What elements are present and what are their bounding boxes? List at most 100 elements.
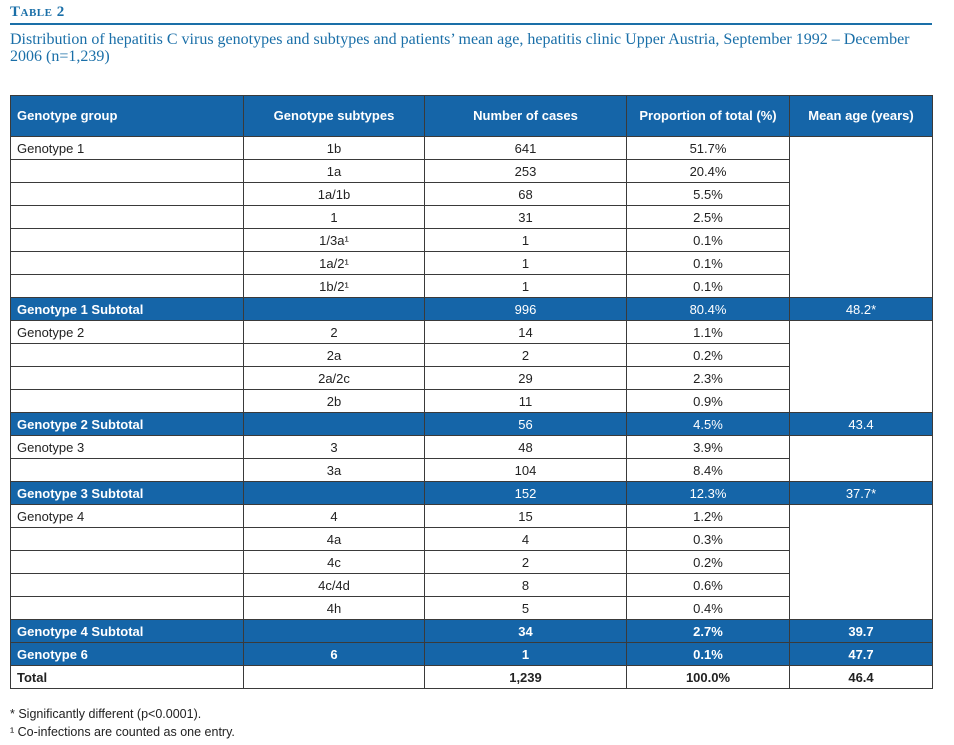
cell-prop: 51.7% bbox=[626, 136, 790, 160]
subtotal-row: Genotype 3 Subtotal 152 12.3% 37.7* bbox=[10, 481, 933, 505]
cell-subtype: 4c bbox=[243, 550, 425, 574]
cell-subtype: 4 bbox=[243, 504, 425, 528]
cell-cases: 8 bbox=[424, 573, 627, 597]
cell-cases: 641 bbox=[424, 136, 627, 160]
cell-prop: 0.9% bbox=[626, 389, 790, 413]
cell-age bbox=[789, 435, 933, 459]
table-row: 1/3a¹ 1 0.1% bbox=[10, 228, 933, 252]
cell-group: Genotype 4 Subtotal bbox=[10, 619, 244, 643]
cell-group: Genotype 6 bbox=[10, 642, 244, 666]
cell-prop: 100.0% bbox=[626, 665, 790, 689]
cell-prop: 8.4% bbox=[626, 458, 790, 482]
cell-subtype: 3 bbox=[243, 435, 425, 459]
cell-cases: 5 bbox=[424, 596, 627, 620]
table-row: 1a/2¹ 1 0.1% bbox=[10, 251, 933, 275]
cell-cases: 2 bbox=[424, 343, 627, 367]
cell-subtype: 2b bbox=[243, 389, 425, 413]
cell-subtype bbox=[243, 297, 425, 321]
cell-subtype: 1a/2¹ bbox=[243, 251, 425, 275]
cell-subtype: 1 bbox=[243, 205, 425, 229]
cell-subtype bbox=[243, 665, 425, 689]
cell-age bbox=[789, 136, 933, 160]
cell-cases: 253 bbox=[424, 159, 627, 183]
table-caption: Distribution of hepatitis C virus genoty… bbox=[10, 31, 910, 65]
cell-prop: 2.5% bbox=[626, 205, 790, 229]
header-proportion: Proportion of total (%) bbox=[626, 95, 790, 137]
cell-prop: 1.2% bbox=[626, 504, 790, 528]
table-row: 4h 5 0.4% bbox=[10, 596, 933, 620]
cell-cases: 68 bbox=[424, 182, 627, 206]
cell-subtype: 1a/1b bbox=[243, 182, 425, 206]
cell-subtype bbox=[243, 481, 425, 505]
cell-prop: 0.2% bbox=[626, 550, 790, 574]
table-row: 1b/2¹ 1 0.1% bbox=[10, 274, 933, 298]
subtotal-row: Genotype 4 Subtotal 34 2.7% 39.7 bbox=[10, 619, 933, 643]
cell-age bbox=[789, 228, 933, 252]
cell-prop: 0.1% bbox=[626, 274, 790, 298]
cell-cases: 1 bbox=[424, 251, 627, 275]
table-row: 1a/1b 68 5.5% bbox=[10, 182, 933, 206]
cell-prop: 80.4% bbox=[626, 297, 790, 321]
subtotal-row: Genotype 1 Subtotal 996 80.4% 48.2* bbox=[10, 297, 933, 321]
cell-cases: 34 bbox=[424, 619, 627, 643]
cell-prop: 2.7% bbox=[626, 619, 790, 643]
cell-subtype: 2 bbox=[243, 320, 425, 344]
header-genotype-subtypes: Genotype subtypes bbox=[243, 95, 425, 137]
cell-group bbox=[10, 182, 244, 206]
cell-group bbox=[10, 274, 244, 298]
subtotal-row: Genotype 6 6 1 0.1% 47.7 bbox=[10, 642, 933, 666]
cell-group bbox=[10, 573, 244, 597]
cell-cases: 104 bbox=[424, 458, 627, 482]
cell-group: Genotype 3 bbox=[10, 435, 244, 459]
cell-group bbox=[10, 550, 244, 574]
table-row: 4c 2 0.2% bbox=[10, 550, 933, 574]
cell-cases: 4 bbox=[424, 527, 627, 551]
cell-subtype: 1b/2¹ bbox=[243, 274, 425, 298]
table-row: 4c/4d 8 0.6% bbox=[10, 573, 933, 597]
cell-subtype: 6 bbox=[243, 642, 425, 666]
cell-cases: 14 bbox=[424, 320, 627, 344]
cell-age bbox=[789, 504, 933, 528]
header-mean-age: Mean age (years) bbox=[789, 95, 933, 137]
cell-group bbox=[10, 458, 244, 482]
cell-prop: 20.4% bbox=[626, 159, 790, 183]
cell-group bbox=[10, 251, 244, 275]
cell-group: Genotype 1 bbox=[10, 136, 244, 160]
cell-group bbox=[10, 527, 244, 551]
cell-group bbox=[10, 343, 244, 367]
cell-cases: 996 bbox=[424, 297, 627, 321]
genotype-table: Genotype group Genotype subtypes Number … bbox=[10, 95, 933, 689]
cell-cases: 29 bbox=[424, 366, 627, 390]
cell-age: 43.4 bbox=[789, 412, 933, 436]
cell-age bbox=[789, 550, 933, 574]
footnote-coinfection: ¹ Co-infections are counted as one entry… bbox=[10, 725, 235, 739]
cell-prop: 0.3% bbox=[626, 527, 790, 551]
table-row: Genotype 1 1b 641 51.7% bbox=[10, 136, 933, 160]
cell-prop: 2.3% bbox=[626, 366, 790, 390]
cell-age bbox=[789, 366, 933, 390]
cell-subtype bbox=[243, 412, 425, 436]
table-row: 2b 11 0.9% bbox=[10, 389, 933, 413]
cell-age bbox=[789, 205, 933, 229]
cell-cases: 11 bbox=[424, 389, 627, 413]
table-row: 3a 104 8.4% bbox=[10, 458, 933, 482]
cell-age bbox=[789, 596, 933, 620]
cell-subtype: 2a bbox=[243, 343, 425, 367]
cell-group bbox=[10, 389, 244, 413]
table-row: Genotype 4 4 15 1.2% bbox=[10, 504, 933, 528]
table-header-row: Genotype group Genotype subtypes Number … bbox=[10, 95, 933, 137]
cell-age: 37.7* bbox=[789, 481, 933, 505]
cell-prop: 0.1% bbox=[626, 642, 790, 666]
cell-age: 39.7 bbox=[789, 619, 933, 643]
cell-cases: 1 bbox=[424, 642, 627, 666]
table-row: 1a 253 20.4% bbox=[10, 159, 933, 183]
cell-group bbox=[10, 228, 244, 252]
total-row: Total 1,239 100.0% 46.4 bbox=[10, 665, 933, 689]
table-row: 2a/2c 29 2.3% bbox=[10, 366, 933, 390]
cell-prop: 0.1% bbox=[626, 228, 790, 252]
cell-subtype: 1b bbox=[243, 136, 425, 160]
cell-subtype: 4a bbox=[243, 527, 425, 551]
header-number-of-cases: Number of cases bbox=[424, 95, 627, 137]
table-label: Table 2 bbox=[10, 4, 65, 20]
cell-cases: 48 bbox=[424, 435, 627, 459]
